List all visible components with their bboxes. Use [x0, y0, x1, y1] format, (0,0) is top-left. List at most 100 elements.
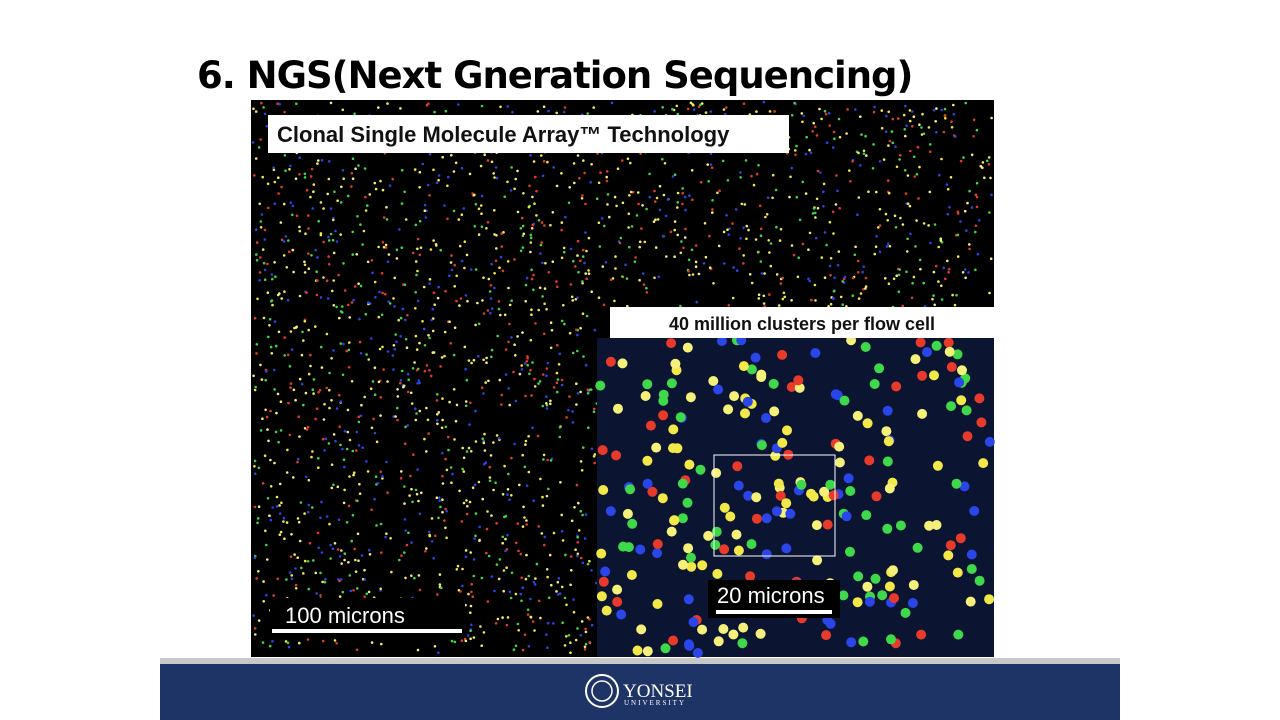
cluster: [733, 545, 744, 556]
cluster: [524, 439, 528, 443]
cluster: [692, 108, 696, 111]
cluster: [459, 297, 463, 300]
cluster: [330, 463, 334, 467]
cluster: [385, 218, 389, 221]
cluster: [900, 607, 911, 618]
cluster: [676, 233, 679, 237]
cluster: [283, 110, 286, 114]
cluster: [912, 542, 923, 553]
cluster: [567, 634, 571, 637]
cluster: [306, 560, 310, 563]
cluster: [303, 427, 307, 430]
cluster: [891, 381, 902, 392]
cluster: [704, 255, 708, 259]
cluster: [708, 266, 712, 270]
cluster: [302, 572, 305, 575]
cluster: [283, 154, 287, 157]
cluster: [916, 145, 920, 149]
cluster: [522, 232, 526, 236]
cluster: [464, 404, 468, 408]
cluster: [490, 514, 493, 517]
cluster: [403, 442, 407, 446]
cluster: [908, 204, 912, 208]
cluster: [779, 227, 783, 231]
cluster: [893, 214, 897, 218]
cluster: [341, 169, 345, 172]
cluster: [348, 316, 352, 319]
cluster: [731, 296, 735, 300]
cluster: [425, 104, 429, 107]
cluster: [975, 205, 979, 209]
cluster: [492, 488, 495, 492]
cluster: [592, 410, 596, 414]
cluster: [436, 413, 439, 416]
cluster: [265, 415, 269, 419]
cluster: [446, 217, 449, 221]
cluster: [708, 376, 719, 386]
cluster: [635, 544, 646, 555]
cluster: [684, 640, 695, 651]
cluster: [367, 358, 371, 361]
cluster: [337, 393, 341, 397]
cluster: [884, 277, 887, 280]
cluster: [363, 578, 367, 581]
cluster: [658, 410, 669, 421]
cluster: [448, 320, 451, 324]
cluster: [513, 187, 516, 191]
cluster: [658, 395, 669, 406]
cluster: [768, 110, 772, 113]
cluster: [366, 260, 370, 264]
cluster: [903, 128, 906, 131]
cluster: [385, 532, 388, 535]
cluster: [600, 217, 604, 220]
cluster: [762, 302, 766, 305]
cluster: [560, 585, 564, 589]
cluster: [744, 159, 748, 162]
cluster: [339, 233, 343, 236]
cluster: [384, 292, 387, 296]
cluster: [384, 535, 387, 539]
cluster: [464, 367, 468, 371]
cluster: [671, 107, 674, 111]
cluster: [526, 363, 529, 367]
cluster: [598, 576, 609, 587]
cluster: [502, 569, 506, 572]
cluster: [521, 586, 524, 589]
cluster: [560, 319, 564, 323]
cluster: [636, 191, 640, 194]
cluster: [412, 453, 415, 457]
cluster: [950, 126, 954, 129]
cluster: [555, 111, 558, 115]
cluster: [291, 248, 295, 252]
cluster: [942, 266, 946, 270]
cluster: [427, 530, 431, 534]
cluster: [355, 648, 359, 652]
cluster: [428, 336, 431, 340]
cluster: [436, 393, 439, 396]
cluster: [864, 455, 875, 466]
cluster: [586, 388, 590, 392]
cluster: [774, 188, 778, 192]
cluster: [325, 279, 329, 283]
cluster: [254, 253, 258, 256]
cluster: [878, 224, 882, 227]
cluster: [827, 111, 831, 115]
cluster: [968, 243, 971, 246]
cluster: [919, 267, 922, 271]
cluster: [314, 571, 318, 575]
cluster: [757, 164, 760, 167]
cluster: [297, 520, 301, 524]
cluster: [625, 277, 629, 280]
cluster: [489, 311, 492, 315]
cluster: [679, 251, 683, 255]
cluster: [263, 112, 267, 116]
cluster: [718, 189, 721, 193]
cluster: [261, 641, 265, 644]
cluster: [428, 152, 432, 156]
cluster: [912, 275, 916, 279]
cluster: [593, 328, 597, 332]
cluster: [580, 197, 584, 200]
cluster: [575, 382, 578, 386]
cluster: [552, 386, 556, 389]
cluster: [340, 549, 343, 552]
